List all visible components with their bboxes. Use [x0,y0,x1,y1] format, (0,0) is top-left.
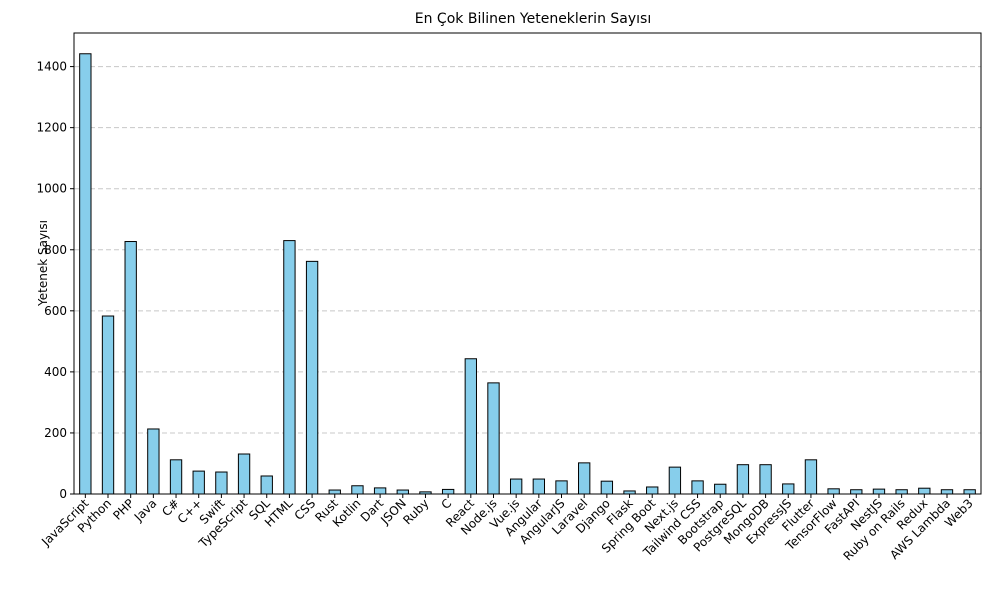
bar-sql [260,475,273,495]
bar-dart [373,487,387,495]
bar-angular [532,478,546,495]
bar-django [600,480,614,495]
bar-laravel [578,462,591,495]
bar-node-js [487,382,500,495]
bar-vue-js [509,478,523,495]
y-tick-label: 400 [44,365,67,379]
bar-kotlin [351,485,364,495]
x-tick-label: Ruby [400,496,431,527]
bar-nestjs [872,488,886,495]
bar-angularjs [555,480,568,495]
y-tick-label: 1000 [36,182,67,196]
bar-c- [192,470,205,495]
y-tick-label: 1200 [36,121,67,135]
bar-tensorflow [827,488,840,495]
bar-flutter [804,459,818,495]
bar-c [441,488,455,495]
gridlines [74,66,981,434]
bar-tailwind-css [691,480,704,495]
bar-json [396,489,409,495]
bar-swift [215,471,228,495]
bar-spring-boot [646,486,659,495]
bar-bootstrap [714,483,727,495]
y-tick-label: 1400 [36,60,67,74]
bar-ruby-on-rails [895,489,908,495]
x-tick-label: Java [131,496,160,525]
bar-php [124,241,137,495]
bar-rust [328,489,341,495]
bar-fastapi [850,489,863,495]
bars [79,53,976,495]
bar-css [305,260,319,495]
bar-mongodb [759,464,772,495]
x-tick-label: PHP [110,496,137,523]
bar-redux [918,487,931,495]
bar-web3 [963,489,976,495]
x-tick-label: CSS [292,496,319,523]
bar-java [147,428,160,495]
bar-c- [169,459,183,495]
bar-next-js [668,466,682,495]
bar-html [283,240,296,495]
y-tick-label: 0 [59,487,67,501]
y-tick-label: 600 [44,304,67,318]
bar-javascript [79,53,92,495]
bar-python [101,315,115,495]
x-tick-label: C [438,496,454,512]
bar-aws-lambda [940,489,954,495]
bar-expressjs [782,483,795,495]
bar-postgresql [736,464,750,495]
y-tick-label: 200 [44,426,67,440]
chart-title: En Çok Bilinen Yeteneklerin Sayısı [415,11,651,27]
y-axis-ticks: 0 200 400 600 800 1000 1200 1400 [36,60,74,501]
plot-frame [73,32,982,495]
y-axis-label: Yetenek Sayısı [36,220,50,307]
x-tick-label: JSON [377,496,409,528]
bar-typescript [237,453,251,495]
y-tick-label: 800 [44,243,67,257]
bar-react [464,358,477,495]
